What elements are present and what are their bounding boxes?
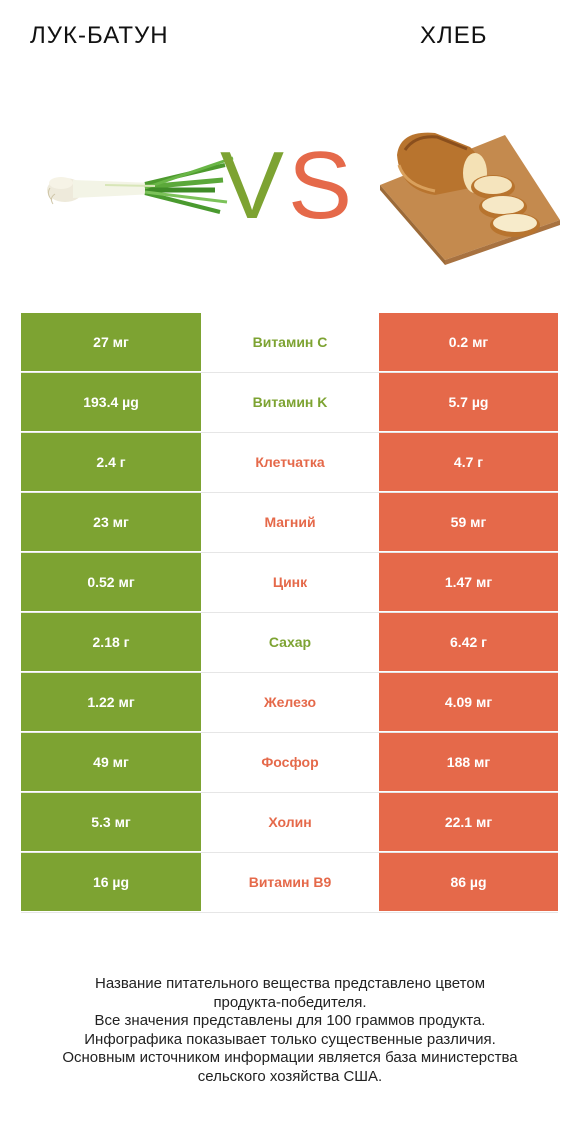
vs-label: V S (220, 132, 352, 230)
right-value-cell: 59 мг (379, 493, 558, 551)
nutrient-cell: Сахар (201, 613, 379, 671)
table-row: 27 мг Витамин C 0.2 мг (21, 313, 558, 373)
nutrient-cell: Холин (201, 793, 379, 851)
right-value-cell: 1.47 мг (379, 553, 558, 611)
nutrient-name: Клетчатка (255, 454, 325, 470)
right-product-title: ХЛЕБ (420, 22, 488, 49)
right-value-cell: 188 мг (379, 733, 558, 791)
table-row: 23 мг Магний 59 мг (21, 493, 558, 553)
table-row: 16 µg Витамин B9 86 µg (21, 853, 558, 913)
nutrient-cell: Фосфор (201, 733, 379, 791)
nutrient-name: Сахар (268, 634, 312, 650)
nutrient-name: Магний (264, 514, 316, 530)
left-value-cell: 23 мг (21, 493, 201, 551)
right-value-cell: 4.7 г (379, 433, 558, 491)
vs-letter-v: V (220, 132, 284, 230)
right-value-cell: 5.7 µg (379, 373, 558, 431)
nutrient-name: Цинк (272, 574, 308, 590)
left-value-cell: 0.52 мг (21, 553, 201, 611)
nutrient-name: Холин (268, 814, 312, 830)
left-value-cell: 5.3 мг (21, 793, 201, 851)
footnote-line: продукта-победителя. (213, 993, 367, 1011)
comparison-table: 27 мг Витамин C 0.2 мг 193.4 µg Витамин K 5.7… (21, 313, 558, 913)
right-value-cell: 4.09 мг (379, 673, 558, 731)
nutrient-cell: Витамин K (201, 373, 379, 431)
nutrient-cell: Железо (201, 673, 379, 731)
table-row: 193.4 µg Витамин K 5.7 µg (21, 373, 558, 433)
footnote-line: Основным источником информации является … (62, 1049, 518, 1066)
nutrient-cell: Витамин C (201, 313, 379, 371)
footnote-line: Инфографика показывает только существенн… (84, 1030, 496, 1048)
footnote-line: Название питательного вещества представл… (94, 975, 486, 992)
nutrient-cell: Витамин B9 (201, 853, 379, 911)
nutrient-name: Витамин C (252, 334, 328, 350)
left-value-cell: 27 мг (21, 313, 201, 371)
table-row: 49 мг Фосфор 188 мг (21, 733, 558, 793)
nutrient-name: Железо (263, 694, 317, 710)
table-row: 1.22 мг Железо 4.09 мг (21, 673, 558, 733)
footnote-line: сельского хозяйства США. (197, 1067, 383, 1085)
green-onion-image (47, 156, 234, 214)
right-value-cell: 0.2 мг (379, 313, 558, 371)
left-product-title: ЛУК-БАТУН (30, 22, 169, 49)
left-value-cell: 49 мг (21, 733, 201, 791)
footnote: Название питательного вещества представл… (20, 975, 560, 1086)
left-value-cell: 1.22 мг (21, 673, 201, 731)
table-row: 5.3 мг Холин 22.1 мг (21, 793, 558, 853)
nutrient-cell: Магний (201, 493, 379, 551)
right-value-cell: 22.1 мг (379, 793, 558, 851)
vs-letter-s: S (288, 132, 352, 230)
nutrient-name: Витамин B9 (248, 874, 332, 890)
nutrient-cell: Цинк (201, 553, 379, 611)
bread-image (380, 132, 560, 265)
right-value-cell: 86 µg (379, 853, 558, 911)
nutrient-cell: Клетчатка (201, 433, 379, 491)
table-row: 2.4 г Клетчатка 4.7 г (21, 433, 558, 493)
table-row: 0.52 мг Цинк 1.47 мг (21, 553, 558, 613)
nutrient-name: Фосфор (261, 754, 319, 770)
right-value-cell: 6.42 г (379, 613, 558, 671)
footnote-line: Все значения представлены для 100 граммо… (94, 1012, 486, 1029)
left-value-cell: 2.4 г (21, 433, 201, 491)
table-row: 2.18 г Сахар 6.42 г (21, 613, 558, 673)
left-value-cell: 193.4 µg (21, 373, 201, 431)
left-value-cell: 2.18 г (21, 613, 201, 671)
left-value-cell: 16 µg (21, 853, 201, 911)
nutrient-name: Витамин K (252, 394, 328, 410)
